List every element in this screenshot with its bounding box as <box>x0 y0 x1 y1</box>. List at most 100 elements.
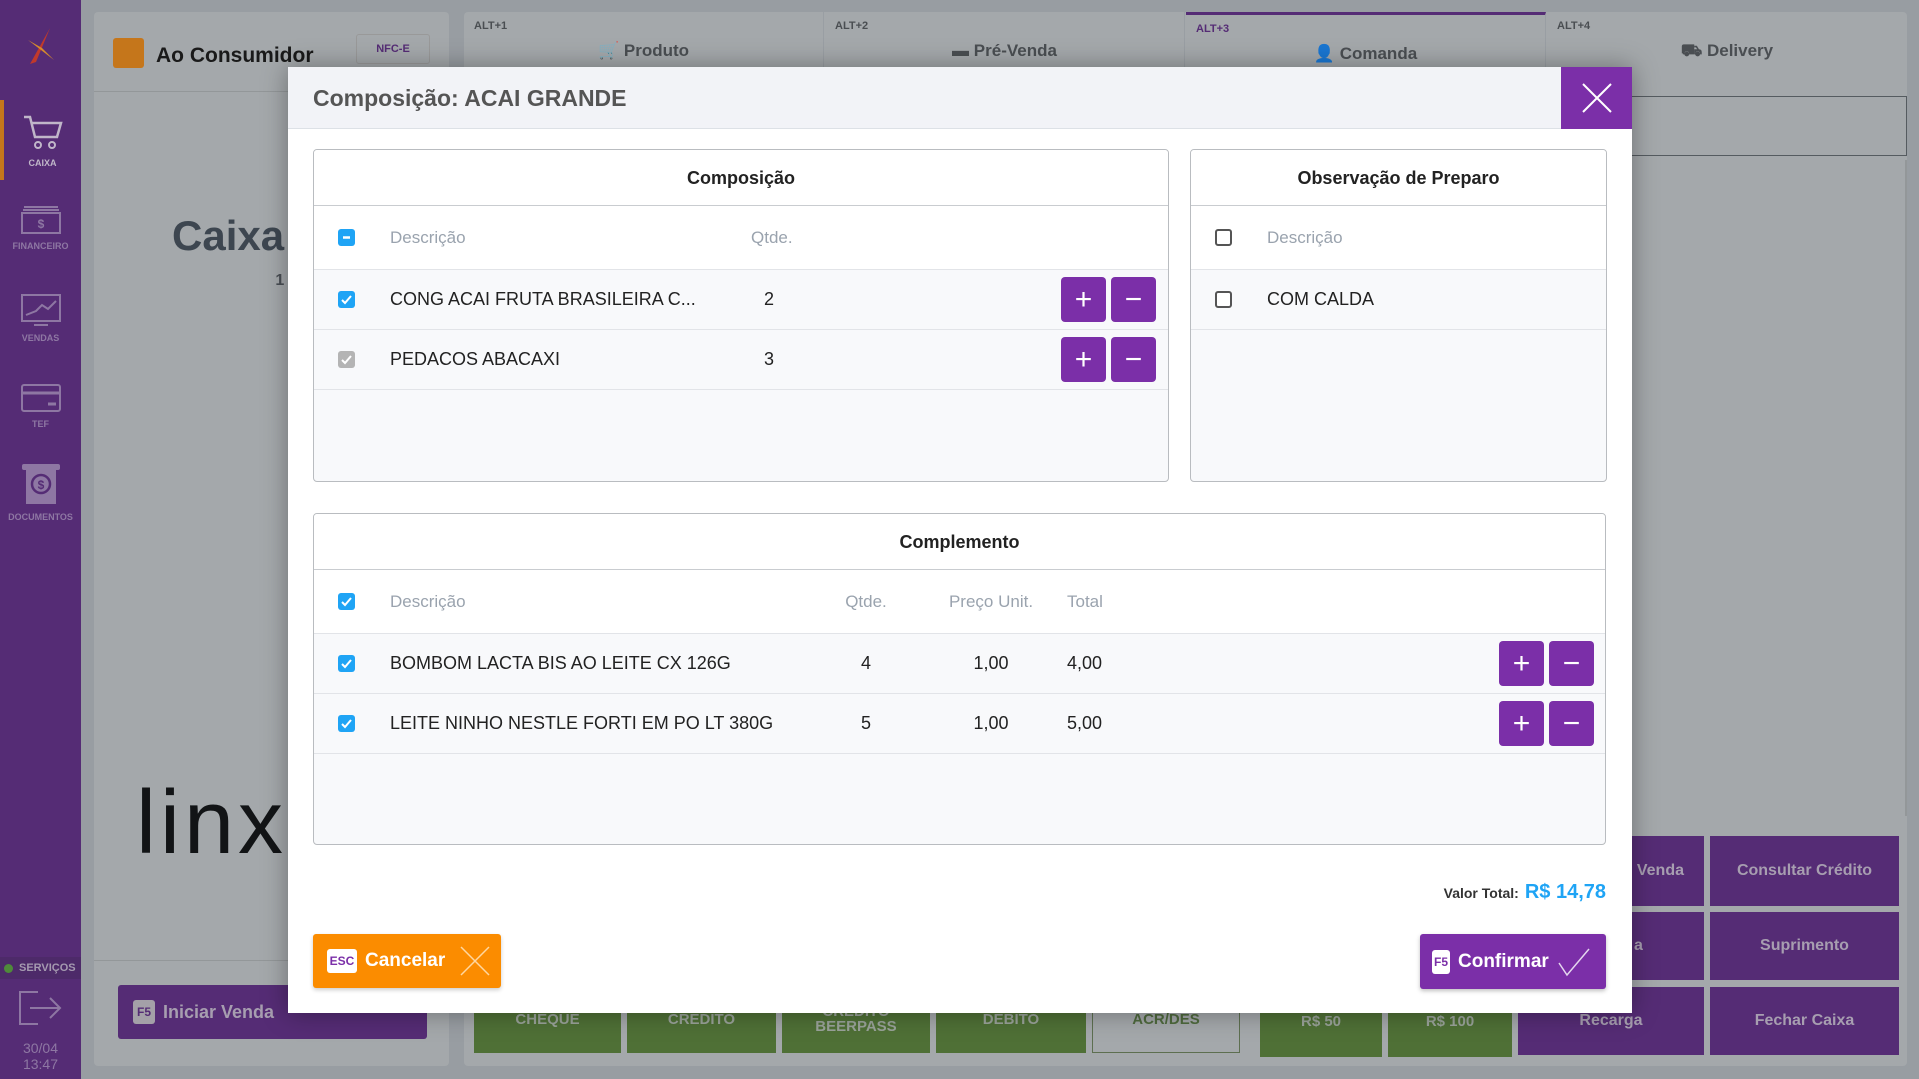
sidebar-item-financeiro[interactable]: $ FINANCEIRO <box>0 205 81 251</box>
esc-key-badge: ESC <box>327 949 357 973</box>
row-checkbox[interactable] <box>338 290 355 308</box>
services-label: SERVIÇOS <box>19 962 76 974</box>
customer-name[interactable]: Ao Consumidor <box>156 44 314 67</box>
f5-key-badge: F5 <box>1432 949 1450 974</box>
cancel-button[interactable]: ESC Cancelar <box>313 934 501 988</box>
button-label: Recarga <box>1579 1012 1643 1029</box>
svg-text:$: $ <box>37 478 44 492</box>
nfce-label: NFC-E <box>376 43 410 55</box>
fechar-caixa-button[interactable]: Fechar Caixa <box>1710 987 1899 1055</box>
button-label: R$ 100 <box>1425 1012 1475 1030</box>
dialog-header: Composição: ACAI GRANDE <box>288 67 1632 129</box>
row-quantity: 2 <box>763 289 774 309</box>
check-icon <box>1558 948 1590 976</box>
table-row: CONG ACAI FRUTA BRASILEIRA C... 2 + − <box>314 270 1168 330</box>
row-total: 5,00 <box>1067 713 1103 733</box>
suprimento-button[interactable]: Suprimento <box>1710 912 1899 980</box>
increase-button[interactable]: + <box>1499 641 1544 686</box>
sidebar-item-documentos[interactable]: $ DOCUMENTOS <box>0 462 81 522</box>
row-checkbox[interactable] <box>338 654 355 672</box>
button-label: Consultar Crédito <box>1736 862 1873 879</box>
wallet-icon: ▬ <box>952 41 974 60</box>
sidebar-item-label: VENDAS <box>21 333 60 343</box>
status-dot-icon <box>4 963 13 973</box>
plus-icon: + <box>1512 706 1531 740</box>
tab-pre-venda[interactable]: ALT+2 ▬ Pré-Venda <box>825 12 1185 67</box>
tab-comanda[interactable]: ALT+3 👤 Comanda <box>1186 12 1546 67</box>
minus-icon: − <box>1562 646 1581 680</box>
observacao-panel: Observação de Preparo Descrição COM CALD… <box>1190 149 1607 482</box>
table-header: Descrição Qtde. <box>314 206 1168 270</box>
tab-delivery[interactable]: ALT+4 ⛟ Delivery <box>1547 12 1907 67</box>
row-total: 4,00 <box>1067 653 1103 673</box>
confirm-button[interactable]: F5 Confirmar <box>1420 934 1606 989</box>
button-label: Suprimento <box>1760 937 1849 954</box>
button-label: ACR/DES <box>1132 1010 1200 1028</box>
chart-monitor-icon <box>20 294 61 326</box>
column-header-qtde: Qtde. <box>751 227 793 247</box>
button-label: Fechar Caixa <box>1754 1012 1855 1029</box>
column-header-descricao: Descrição <box>390 227 466 247</box>
close-icon <box>460 946 490 976</box>
sidebar-item-vendas[interactable]: VENDAS <box>0 293 81 343</box>
decrease-button[interactable]: − <box>1549 641 1594 686</box>
plus-icon: + <box>1512 646 1531 680</box>
complemento-panel: Complemento Descrição Qtde. Preço Unit. … <box>313 513 1606 845</box>
row-checkbox[interactable] <box>1215 290 1232 308</box>
column-header-total: Total <box>1067 591 1103 611</box>
row-quantity: 5 <box>860 713 871 733</box>
close-icon <box>1581 83 1612 113</box>
row-checkbox[interactable] <box>338 714 355 732</box>
increase-button[interactable]: + <box>1061 337 1106 382</box>
confirm-label: Confirmar <box>1458 950 1549 972</box>
decrease-button[interactable]: − <box>1549 701 1594 746</box>
search-field[interactable] <box>1632 96 1907 156</box>
person-icon: 👤 <box>1313 44 1340 63</box>
consultar-credito-button[interactable]: Consultar Crédito <box>1710 836 1899 906</box>
select-all-checkbox[interactable] <box>338 228 355 246</box>
nfce-badge[interactable]: NFC-E <box>356 34 430 64</box>
panel-title: Composição <box>314 150 1168 206</box>
tab-shortcut: ALT+1 <box>474 20 508 32</box>
increase-button[interactable]: + <box>1499 701 1544 746</box>
select-all-checkbox[interactable] <box>1215 228 1232 246</box>
cart-icon: 🛒 <box>597 41 624 60</box>
svg-text:$: $ <box>37 217 44 231</box>
close-button[interactable] <box>1561 67 1632 129</box>
tab-label: Pré-Venda <box>973 41 1057 60</box>
button-label: a <box>1634 937 1643 954</box>
sidebar-item-label: FINANCEIRO <box>12 241 69 251</box>
plus-icon: + <box>1074 282 1093 316</box>
tab-produto[interactable]: ALT+1 🛒 Produto <box>464 12 824 67</box>
app-logo <box>22 26 60 71</box>
panel-title: Observação de Preparo <box>1191 150 1606 206</box>
date-text: 30/04 <box>22 1040 59 1056</box>
delivery-icon: ⛟ <box>1680 41 1707 60</box>
cart-icon <box>23 115 63 149</box>
select-all-checkbox[interactable] <box>338 592 355 610</box>
table-row: BOMBOM LACTA BIS AO LEITE CX 126G 4 1,00… <box>314 634 1605 694</box>
f5-key-badge: F5 <box>133 1000 155 1024</box>
minus-icon: − <box>1124 282 1143 316</box>
total-value: R$ 14,78 <box>1524 881 1606 903</box>
table-header: Descrição <box>1191 206 1606 270</box>
table-row: PEDACOS ABACAXI 3 + − <box>314 330 1168 390</box>
decrease-button[interactable]: − <box>1111 277 1156 322</box>
row-description: LEITE NINHO NESTLE FORTI EM PO LT 380G <box>390 713 774 733</box>
panel-title: Complemento <box>314 514 1605 570</box>
card-icon <box>20 384 61 412</box>
cancel-label: Cancelar <box>365 950 446 971</box>
sidebar-item-caixa[interactable]: CAIXA <box>0 100 81 180</box>
tab-shortcut: ALT+3 <box>1196 23 1230 35</box>
start-sale-label: Iniciar Venda <box>163 1001 275 1022</box>
services-status[interactable]: SERVIÇOS <box>0 957 81 979</box>
button-label: Venda <box>1636 862 1684 879</box>
column-header-qtde: Qtde. <box>845 591 887 611</box>
logout-icon[interactable] <box>18 990 62 1031</box>
decrease-button[interactable]: − <box>1111 337 1156 382</box>
increase-button[interactable]: + <box>1061 277 1106 322</box>
sidebar-item-tef[interactable]: TEF <box>0 383 81 429</box>
tab-shortcut: ALT+4 <box>1557 20 1591 32</box>
row-quantity: 4 <box>860 653 871 673</box>
column-header-preco-unit: Preço Unit. <box>948 591 1034 611</box>
